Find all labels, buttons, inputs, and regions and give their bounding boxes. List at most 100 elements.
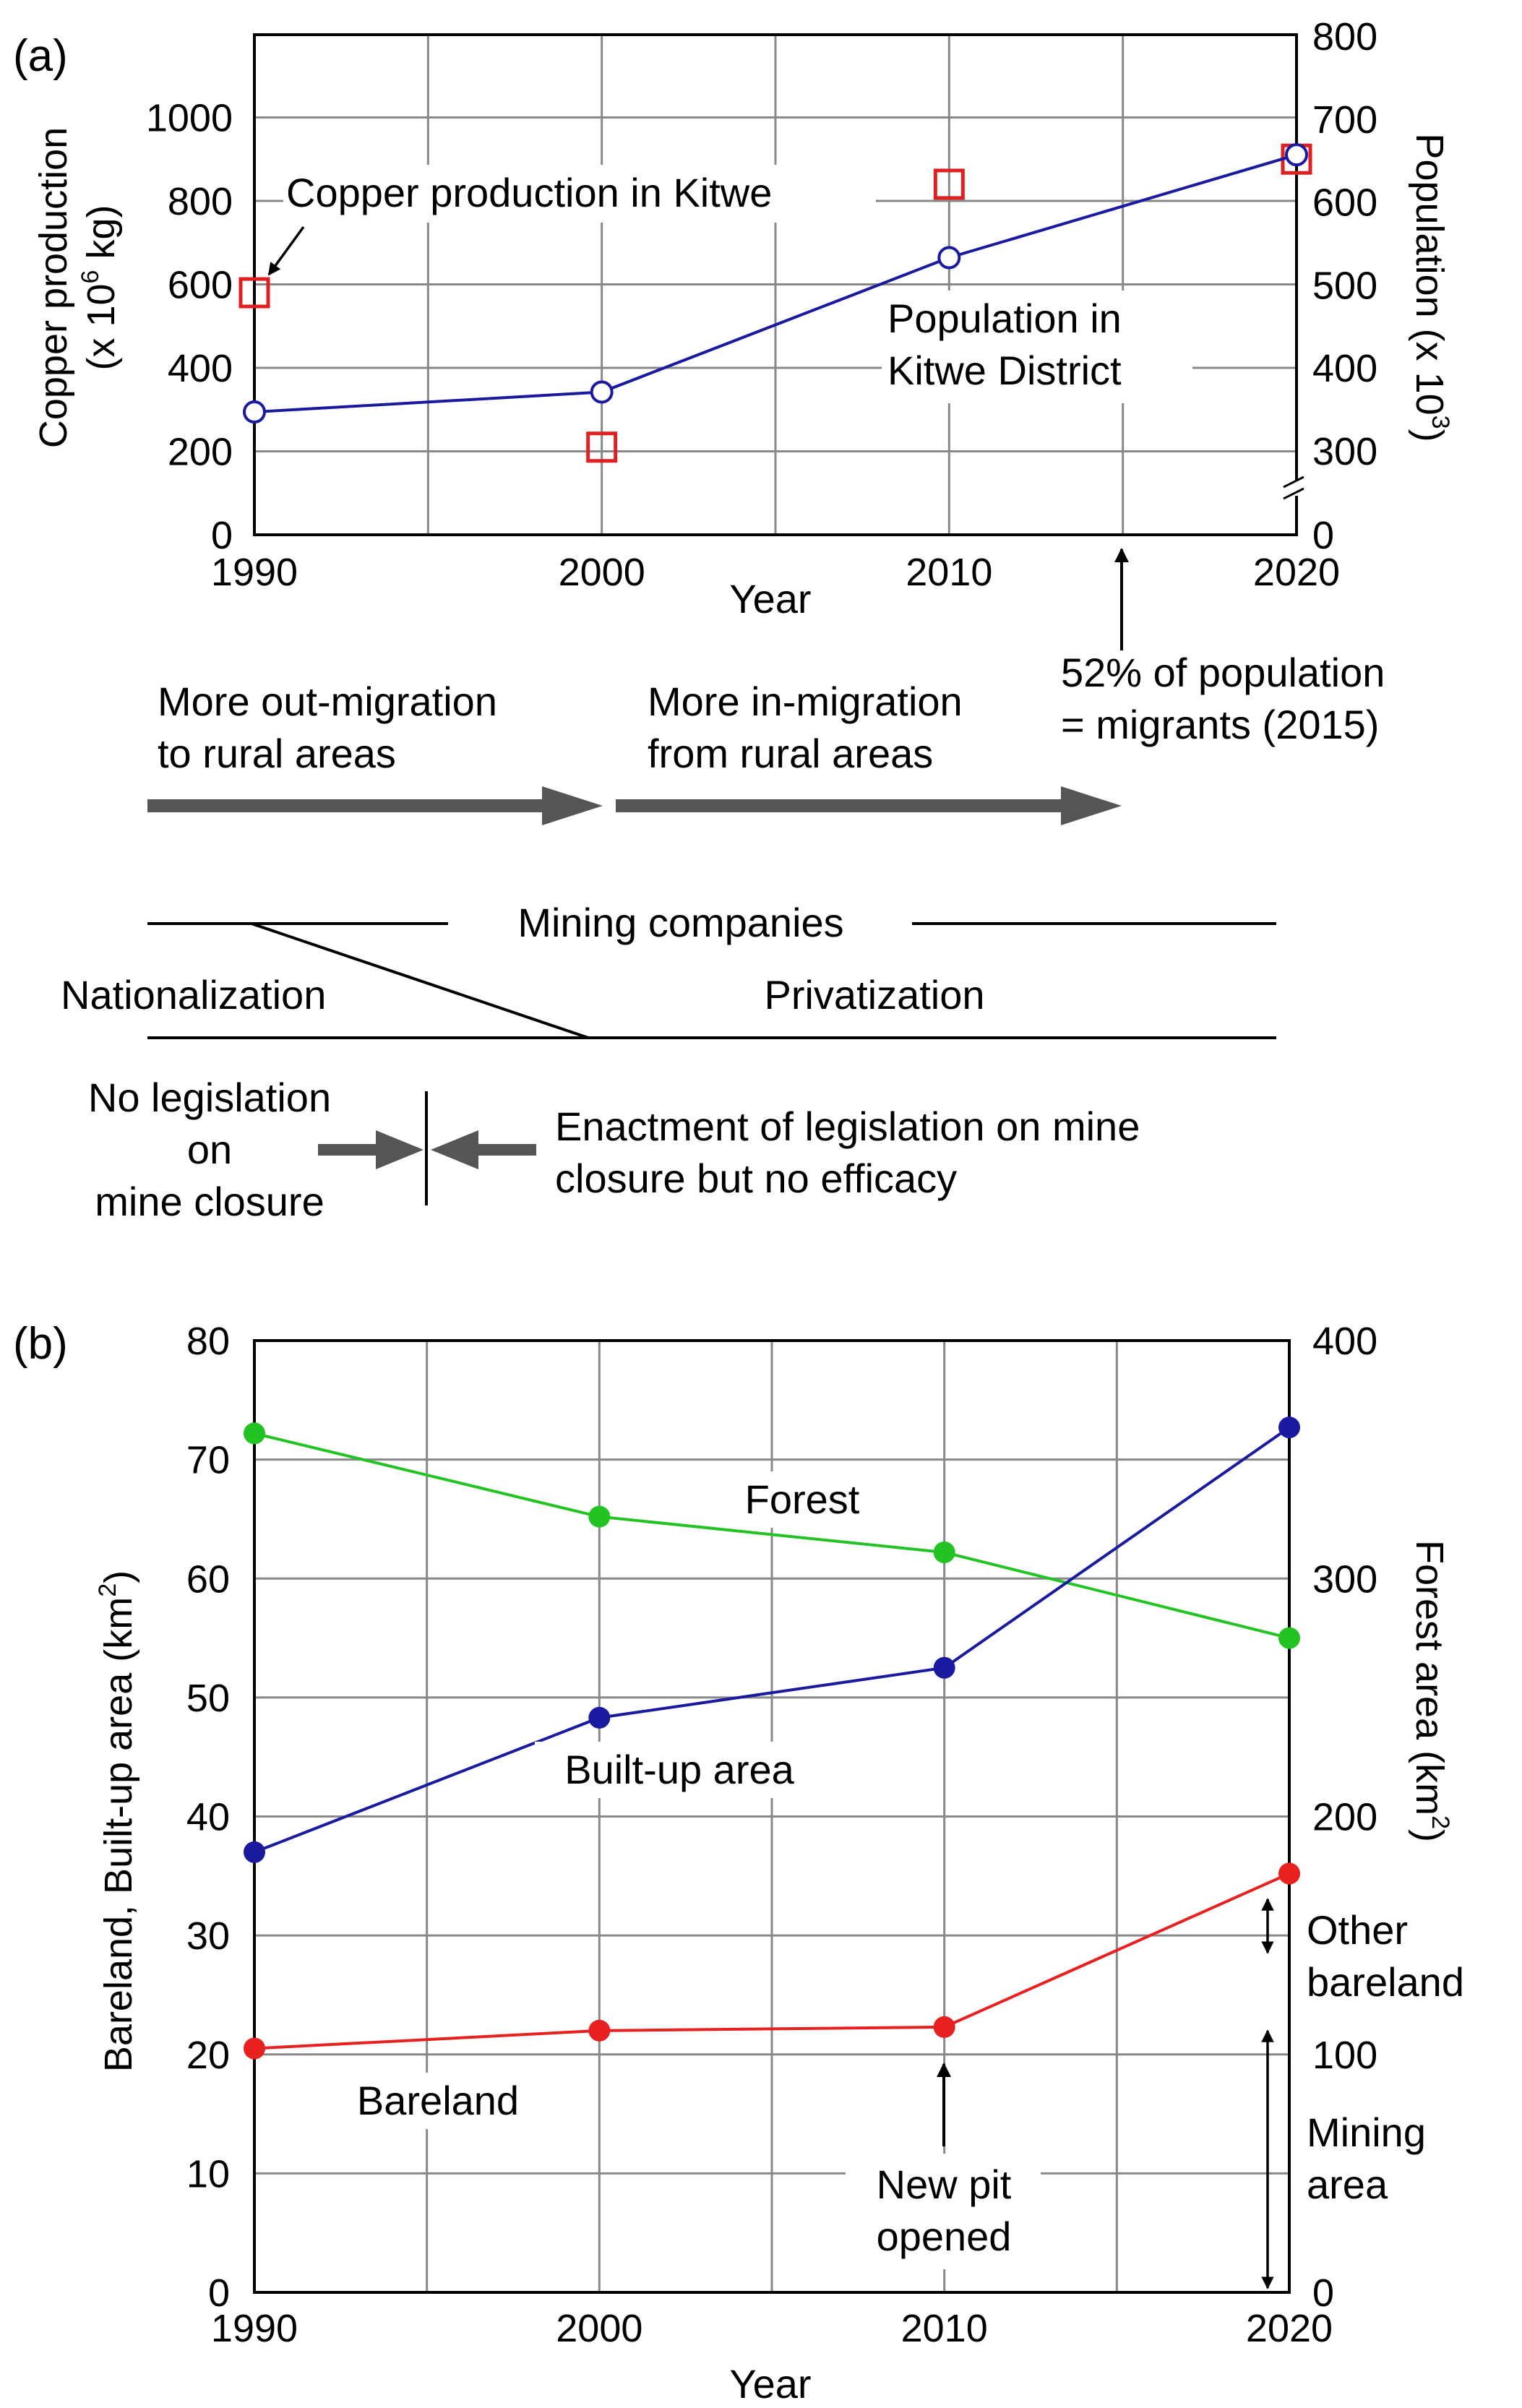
population-point xyxy=(937,246,961,270)
x-tick-label: 2000 xyxy=(559,551,645,594)
panel-b-label: (b) xyxy=(13,1319,68,1369)
right-tick-label: 400 xyxy=(1312,347,1377,390)
left-tick-label: 70 xyxy=(186,1439,230,1482)
left-tick-label: 800 xyxy=(168,180,233,223)
out-migration-line1: More out-migration xyxy=(158,679,497,724)
left-tick-label: 600 xyxy=(168,264,233,307)
new-pit-line1: New pit xyxy=(877,2162,1012,2207)
x-tick-label: 2010 xyxy=(906,551,992,594)
migration-timeline: More out-migration to rural areas More i… xyxy=(147,679,1122,825)
population-point xyxy=(1285,143,1308,167)
mining-companies-timeline: Mining companies Nationalization Privati… xyxy=(61,900,1276,1039)
right-tick-label: 200 xyxy=(1312,1796,1377,1839)
copper-pointer-arrow xyxy=(267,225,305,276)
panel-a-grid xyxy=(254,35,1297,535)
panel-a-right-axis-label: Population (x 103) xyxy=(1408,133,1454,442)
series-copper xyxy=(238,143,1312,463)
panel-a-left-ticks: 0 200 400 600 800 1000 xyxy=(146,97,233,558)
no-legislation-line2: on xyxy=(187,1127,232,1172)
left-tick-label: 20 xyxy=(186,2034,230,2077)
panel-a-right-ticks: 0 300 400 500 600 700 800 xyxy=(1312,15,1377,557)
left-tick-label: 30 xyxy=(186,1914,230,1958)
bareland-point xyxy=(244,2037,265,2060)
legislation-arrow-left xyxy=(318,1130,424,1169)
population-label-line1: Population in xyxy=(887,296,1122,341)
left-tick-label: 50 xyxy=(186,1677,230,1720)
right-tick-label: 300 xyxy=(1312,1557,1377,1601)
right-tick-label: 0 xyxy=(1312,514,1334,557)
panel-b-grid xyxy=(254,1341,1289,2292)
population-point xyxy=(590,380,614,404)
new-pit-line2: opened xyxy=(877,2214,1012,2259)
in-migration-line2: from rural areas xyxy=(648,731,933,776)
bareland-series-label: Bareland xyxy=(357,2078,519,2123)
enactment-line2: closure but no efficacy xyxy=(555,1156,957,1201)
built-up-area-point xyxy=(1278,1416,1300,1439)
right-tick-label: 300 xyxy=(1312,430,1377,473)
right-tick-label: 700 xyxy=(1312,98,1377,142)
panel-a-label: (a) xyxy=(13,31,68,81)
left-tick-label: 60 xyxy=(186,1557,230,1601)
privatization-label: Privatization xyxy=(764,972,984,1018)
panel-b-x-axis-label: Year xyxy=(729,2361,811,2407)
in-migration-line1: More in-migration xyxy=(648,679,963,724)
population-point xyxy=(243,400,266,424)
right-tick-label: 600 xyxy=(1312,181,1377,225)
nationalization-label: Nationalization xyxy=(61,972,326,1018)
forest-point xyxy=(244,1422,265,1445)
x-tick-label: 2020 xyxy=(1246,2307,1333,2350)
left-tick-label: 40 xyxy=(186,1796,230,1839)
series-forest xyxy=(244,1422,1300,1649)
mining-companies-title: Mining companies xyxy=(517,900,843,945)
x-tick-label: 1990 xyxy=(211,551,298,594)
panel-a-frame xyxy=(253,33,1298,536)
bareland-point xyxy=(1278,1862,1300,1885)
new-pit-annotation: New pit opened xyxy=(846,2063,1041,2269)
bareland-line xyxy=(254,1872,1290,2050)
x-tick-label: 1990 xyxy=(211,2307,298,2350)
other-bareland-line2: bareland xyxy=(1307,1959,1464,2005)
bareland-point xyxy=(933,2016,955,2038)
right-tick-label: 500 xyxy=(1312,264,1377,307)
x-tick-label: 2000 xyxy=(556,2307,642,2350)
copper-point xyxy=(933,168,965,200)
mining-area-line1: Mining xyxy=(1307,2110,1426,2155)
legislation-timeline: No legislation on mine closure Enactment… xyxy=(88,1075,1140,1224)
builtup-series-label: Built-up area xyxy=(564,1747,794,1792)
left-tick-label: 10 xyxy=(186,2152,230,2196)
right-axis-break xyxy=(1283,476,1307,500)
panel-b-x-ticks: 1990 2000 2010 2020 xyxy=(211,2307,1333,2350)
forest-series-label: Forest xyxy=(745,1476,860,1522)
panel-b-left-ticks: 0 10 20 30 40 50 60 70 80 xyxy=(186,1320,230,2315)
right-tick-label: 100 xyxy=(1312,2034,1377,2077)
migrant-annotation: 52% of population = migrants (2015) xyxy=(1061,548,1385,747)
mining-area-line2: area xyxy=(1307,2162,1388,2207)
population-annotation: Population in Kitwe District xyxy=(882,291,1192,403)
left-axis-label-line1: Copper production xyxy=(32,127,75,448)
transition-diagonal xyxy=(251,922,589,1039)
out-migration-line2: to rural areas xyxy=(158,731,396,776)
copper-label: Copper production in Kitwe xyxy=(286,170,772,215)
left-tick-label: 0 xyxy=(208,2271,230,2315)
right-tick-label: 0 xyxy=(1312,2271,1334,2315)
panel-a-left-axis-label: Copper production (x 106 kg) xyxy=(32,127,123,448)
other-bareland-line1: Other xyxy=(1307,1907,1408,1953)
panel-a-series xyxy=(238,143,1312,463)
x-tick-label: 2020 xyxy=(1253,551,1340,594)
series-built-up-area xyxy=(244,1416,1300,1863)
right-tick-label: 800 xyxy=(1312,15,1377,59)
panel-b-right-axis-label: Forest area (km2) xyxy=(1408,1540,1454,1842)
bareland-point xyxy=(588,2019,611,2042)
forest-point xyxy=(588,1505,611,1528)
left-tick-label: 80 xyxy=(186,1320,230,1363)
forest-line xyxy=(254,1432,1290,1640)
svg-text:Bareland, Built-up area (km2): Bareland, Built-up area (km2) xyxy=(94,1570,140,2072)
panel-b: (b) 0 10 20 30 40 50 60 70 80 0 100 200 300 400 1990… xyxy=(13,1319,1496,2407)
left-tick-label: 200 xyxy=(168,431,233,474)
in-migration-arrow xyxy=(616,786,1122,825)
copper-point xyxy=(586,431,618,463)
left-tick-label: 400 xyxy=(168,347,233,390)
forest-point xyxy=(933,1541,955,1564)
x-tick-label: 2010 xyxy=(901,2307,988,2350)
